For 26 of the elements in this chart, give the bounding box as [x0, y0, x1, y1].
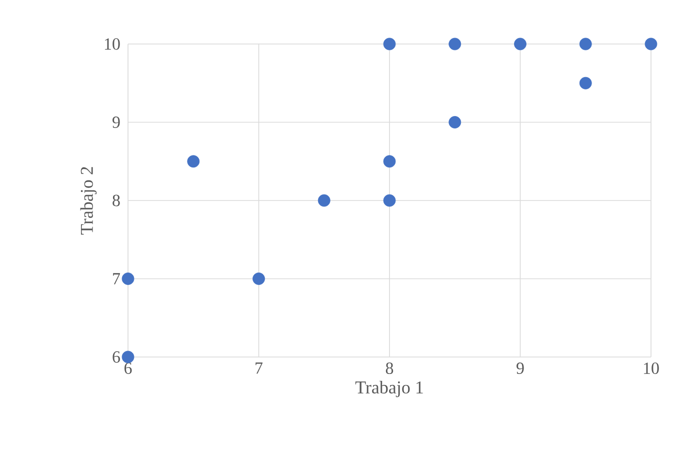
y-tick-label: 7	[113, 273, 120, 284]
point	[122, 350, 134, 364]
point	[252, 272, 265, 285]
point	[122, 272, 134, 285]
y-tick-label: 8	[112, 194, 120, 206]
x-tick-label: 6	[124, 362, 132, 374]
point	[644, 38, 658, 50]
y-axis-title: Trabajo 2	[80, 167, 97, 235]
point	[383, 38, 396, 50]
point	[383, 194, 396, 207]
x-tick-label: 7	[256, 362, 263, 374]
point	[383, 155, 396, 168]
y-tick-label: 10	[104, 38, 120, 50]
point	[318, 194, 330, 207]
point	[579, 76, 592, 90]
y-tick-label: 6	[112, 351, 120, 363]
point	[187, 155, 200, 168]
point	[514, 38, 526, 50]
point	[448, 38, 462, 50]
y-tick-label: 9	[112, 116, 120, 128]
point	[448, 116, 462, 128]
point	[579, 38, 592, 50]
x-tick-label: 10	[644, 362, 659, 374]
x-axis-title: Trabajo 1	[355, 380, 423, 398]
x-tick-label: 9	[516, 362, 524, 374]
x-tick-label: 8	[386, 362, 394, 374]
